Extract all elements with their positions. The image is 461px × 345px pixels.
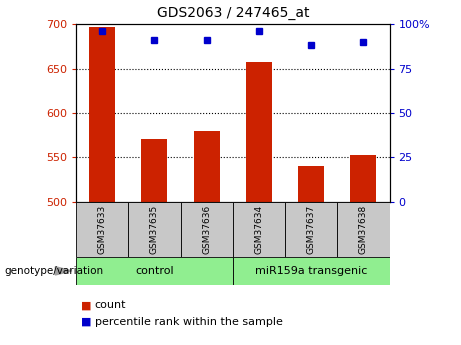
Bar bbox=[298, 166, 324, 202]
Text: GSM37638: GSM37638 bbox=[359, 205, 368, 254]
Bar bbox=[89, 27, 115, 202]
Text: GSM37636: GSM37636 bbox=[202, 205, 211, 254]
Bar bbox=[233, 257, 390, 285]
Title: GDS2063 / 247465_at: GDS2063 / 247465_at bbox=[157, 6, 309, 20]
Bar bbox=[285, 202, 337, 257]
Bar bbox=[350, 155, 377, 202]
Bar bbox=[76, 202, 128, 257]
Text: ■: ■ bbox=[81, 317, 91, 326]
Text: count: count bbox=[95, 300, 126, 310]
Bar bbox=[233, 202, 285, 257]
Bar bbox=[76, 257, 233, 285]
Bar bbox=[246, 62, 272, 202]
Bar bbox=[337, 202, 390, 257]
Text: GSM37635: GSM37635 bbox=[150, 205, 159, 254]
Bar bbox=[128, 202, 181, 257]
Polygon shape bbox=[55, 267, 72, 275]
Bar bbox=[181, 202, 233, 257]
Text: GSM37634: GSM37634 bbox=[254, 205, 263, 254]
Text: GSM37637: GSM37637 bbox=[307, 205, 316, 254]
Text: genotype/variation: genotype/variation bbox=[5, 266, 104, 276]
Text: miR159a transgenic: miR159a transgenic bbox=[255, 266, 367, 276]
Text: percentile rank within the sample: percentile rank within the sample bbox=[95, 317, 283, 326]
Bar bbox=[142, 139, 167, 202]
Text: control: control bbox=[135, 266, 174, 276]
Text: ■: ■ bbox=[81, 300, 91, 310]
Text: GSM37633: GSM37633 bbox=[98, 205, 106, 254]
Bar bbox=[194, 131, 220, 202]
